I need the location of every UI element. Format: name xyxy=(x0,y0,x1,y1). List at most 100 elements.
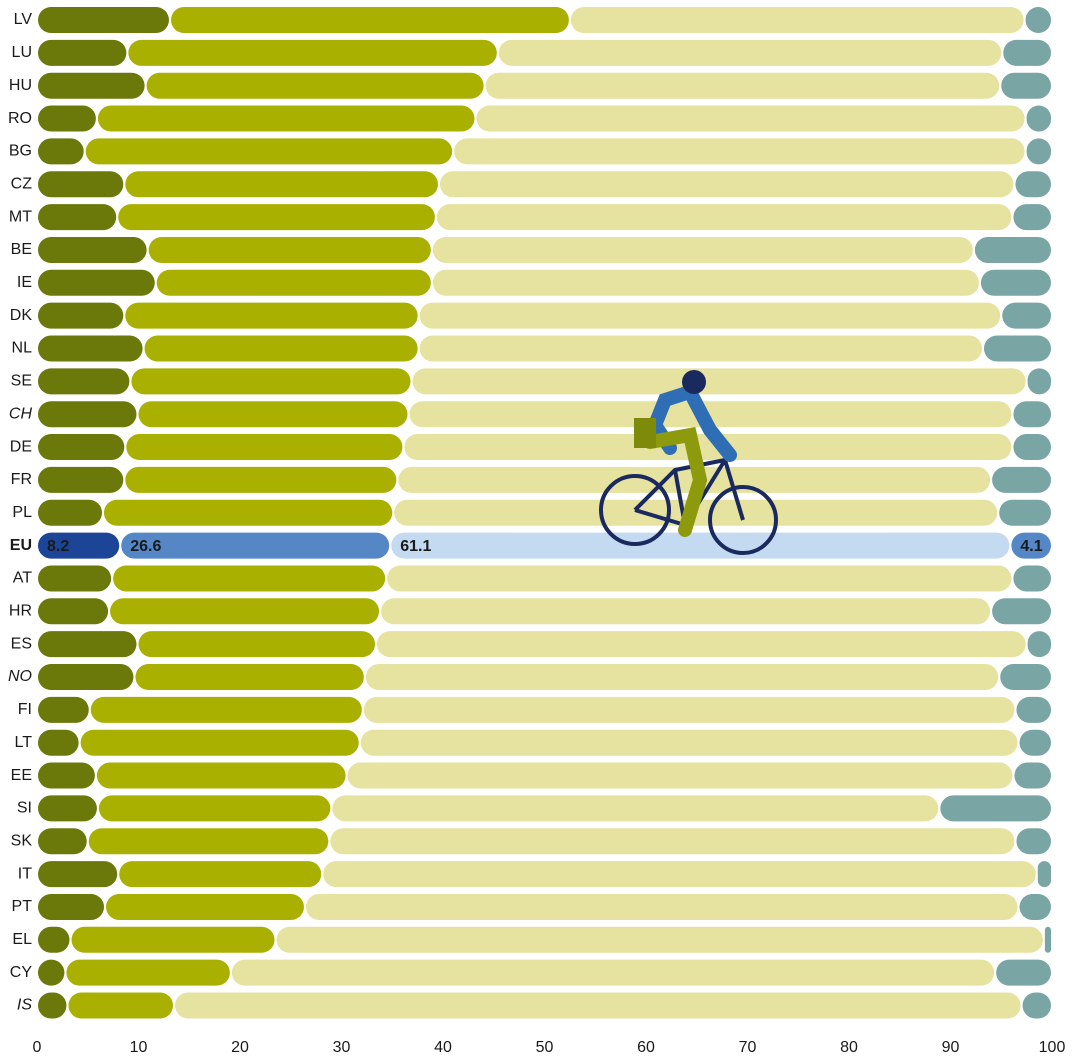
x-tick-label: 80 xyxy=(840,1039,858,1056)
y-tick-label: AT xyxy=(13,570,32,587)
bar-segment xyxy=(996,959,1051,986)
bar-segment xyxy=(485,72,1000,99)
bar-segment xyxy=(1001,72,1051,99)
bar-segment xyxy=(170,7,569,33)
bar-segment xyxy=(476,105,1025,132)
bar-segment xyxy=(1003,39,1051,66)
bar-segment xyxy=(38,171,124,198)
y-tick-label: BE xyxy=(11,241,32,258)
bar-segment xyxy=(1027,368,1051,395)
bar-segment xyxy=(125,171,438,198)
bar-segment xyxy=(1014,762,1051,789)
x-tick-label: 70 xyxy=(739,1039,757,1056)
y-tick-label: EE xyxy=(11,767,32,784)
y-tick-label: HR xyxy=(9,603,32,620)
bar-segment xyxy=(144,335,418,362)
bar-segment xyxy=(305,893,1018,920)
y-tick-label: MT xyxy=(9,208,32,225)
x-tick-label: 10 xyxy=(130,1039,148,1056)
bar-segment xyxy=(126,434,403,461)
bar-segment xyxy=(992,466,1051,493)
bar-segment xyxy=(38,795,97,822)
y-tick-label: FI xyxy=(18,701,32,718)
bar-segment xyxy=(38,105,96,132)
bar-segment xyxy=(38,565,112,592)
y-tick-label: SE xyxy=(11,373,32,390)
y-tick-label: SK xyxy=(11,832,33,849)
bar-segment xyxy=(498,39,1002,66)
bar-segment xyxy=(419,335,982,362)
bar-segment xyxy=(1000,664,1051,690)
bar-segment xyxy=(974,236,1051,263)
bar-segment xyxy=(38,138,84,165)
bar-segment xyxy=(330,828,1015,855)
value-label: 61.1 xyxy=(400,538,431,555)
y-tick-label: PT xyxy=(12,898,33,915)
bar-segment xyxy=(38,762,95,789)
x-tick-label: 40 xyxy=(434,1039,452,1056)
bar-segment xyxy=(175,992,1021,1019)
bar-segment xyxy=(118,204,435,231)
bar-segment xyxy=(80,729,359,756)
bar-segment xyxy=(1013,204,1051,231)
cyclist-illustration xyxy=(599,370,778,555)
bar-segment xyxy=(276,926,1043,953)
bar-segment xyxy=(38,499,102,526)
bar-segment xyxy=(138,401,408,428)
bar-segment xyxy=(38,204,117,231)
bar-segment xyxy=(347,762,1013,789)
bar-segment xyxy=(131,368,411,395)
bar-segment xyxy=(119,861,322,888)
bar-segment xyxy=(106,893,304,920)
y-tick-label: LU xyxy=(12,44,32,61)
bar-segment xyxy=(125,466,397,493)
x-tick-label: 50 xyxy=(536,1039,554,1056)
bar-segment xyxy=(940,795,1051,822)
x-tick-label: 20 xyxy=(231,1039,249,1056)
y-tick-label: PL xyxy=(12,504,32,521)
bar-segment xyxy=(38,926,70,953)
bar-segment xyxy=(71,926,275,953)
bar-segment xyxy=(125,302,418,329)
bar-segment xyxy=(38,401,137,428)
bar-segment xyxy=(85,138,453,165)
bar-segment xyxy=(439,171,1014,198)
y-tick-label: EU xyxy=(10,537,32,554)
bar-segment xyxy=(138,631,376,658)
value-label: 8.2 xyxy=(47,538,69,555)
bar-segment xyxy=(68,992,174,1019)
bar-segment xyxy=(365,664,999,690)
bar-segment xyxy=(146,72,484,99)
y-tick-label: IS xyxy=(17,997,32,1014)
bar-segment xyxy=(1002,302,1051,329)
bar-segment xyxy=(148,236,431,263)
y-tick-label: BG xyxy=(9,143,32,160)
bar-segment xyxy=(38,729,79,756)
bar-segment xyxy=(38,532,120,559)
bar-segment xyxy=(1013,565,1051,592)
bar-segment xyxy=(412,368,1026,395)
bar-segment xyxy=(387,565,1012,592)
y-tick-label: ES xyxy=(11,635,32,652)
bar-segment xyxy=(436,204,1012,231)
x-tick-label: 30 xyxy=(333,1039,351,1056)
bar-segment xyxy=(432,236,973,263)
bar-segment xyxy=(432,269,979,296)
bar-segment xyxy=(38,434,125,461)
bar-segment xyxy=(1013,434,1051,461)
bar-segment xyxy=(454,138,1025,165)
bar-segment xyxy=(38,7,169,33)
bar-segment xyxy=(156,269,431,296)
bar-segment xyxy=(38,302,124,329)
value-label: 4.1 xyxy=(1020,538,1042,555)
bar-segment xyxy=(98,795,331,822)
bar-segment xyxy=(38,828,87,855)
bar-segment xyxy=(363,696,1015,723)
bar-segment xyxy=(66,959,230,986)
bar-segment xyxy=(38,992,67,1019)
bar-segment xyxy=(1011,532,1051,559)
y-tick-label: RO xyxy=(8,110,32,127)
bar-segment xyxy=(1013,401,1051,428)
bar-segment xyxy=(992,598,1051,625)
